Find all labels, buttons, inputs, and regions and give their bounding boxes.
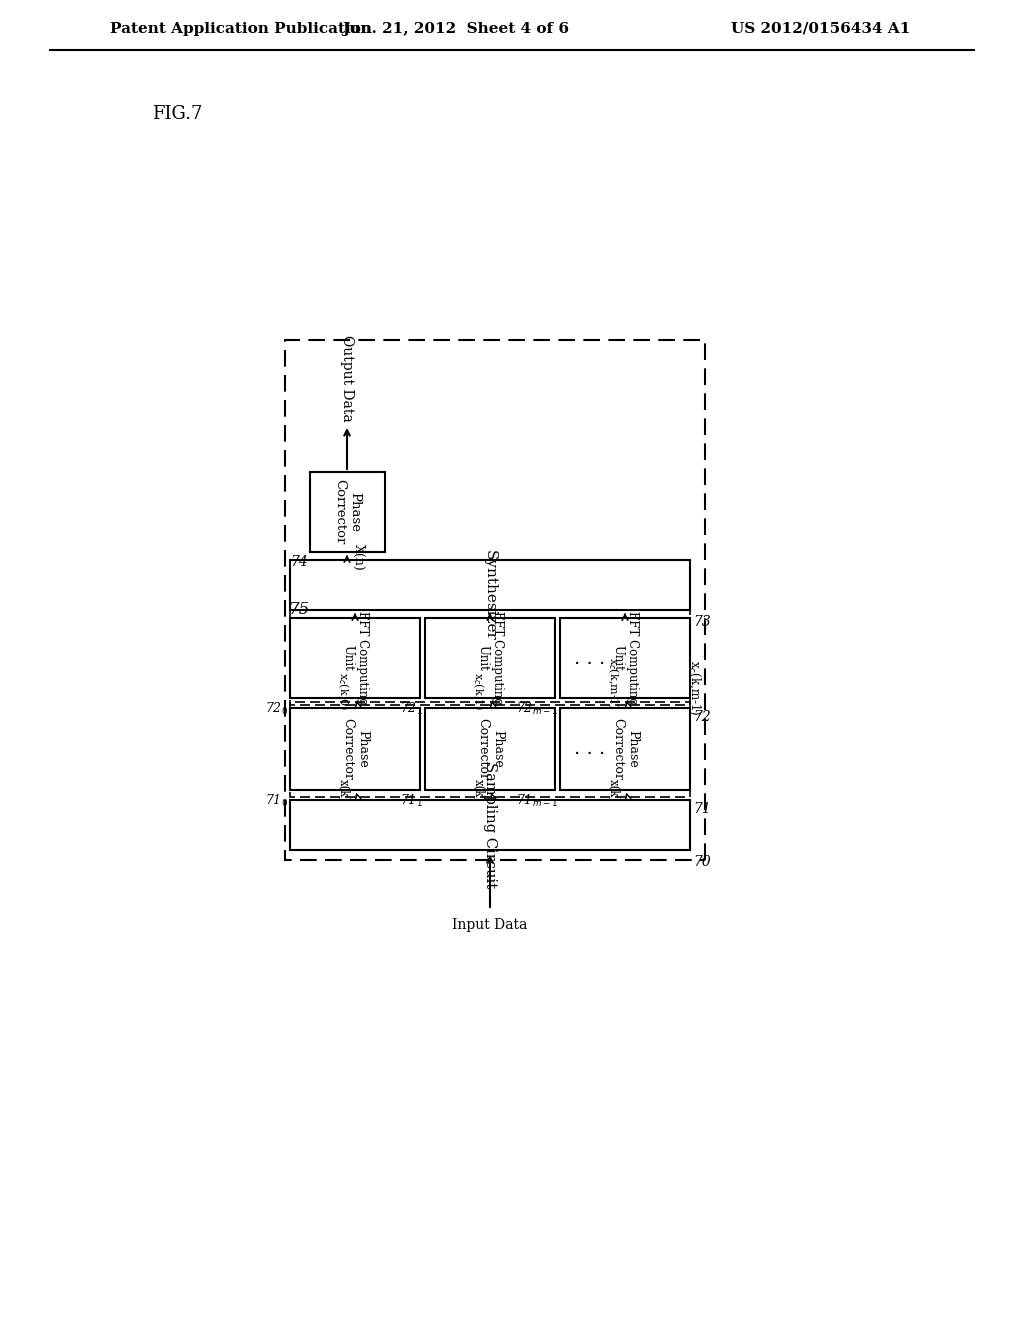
Bar <box>425 618 555 698</box>
Text: Input Data: Input Data <box>453 917 527 932</box>
Bar <box>290 610 690 705</box>
Text: FFT Computing
Unit: FFT Computing Unit <box>341 611 369 705</box>
Text: . . .: . . . <box>574 739 605 759</box>
Bar <box>290 708 420 789</box>
Text: Sampling Circuit: Sampling Circuit <box>483 762 497 888</box>
Bar <box>290 800 690 850</box>
Text: Phase
Corrector: Phase Corrector <box>611 718 639 780</box>
Text: 72$_1$: 72$_1$ <box>400 701 423 717</box>
Bar <box>290 618 420 698</box>
Text: x$_c$(k,m-1): x$_c$(k,m-1) <box>606 657 621 710</box>
Bar <box>560 708 690 789</box>
Text: FIG.7: FIG.7 <box>152 106 203 123</box>
Bar <box>560 618 690 698</box>
Bar <box>310 473 385 552</box>
Text: 72$_{m-1}$: 72$_{m-1}$ <box>516 701 558 717</box>
Text: . . .: . . . <box>574 648 605 668</box>
Bar <box>290 702 690 797</box>
Text: Phase
Corrector: Phase Corrector <box>333 479 361 545</box>
Text: 71$_{m-1}$: 71$_{m-1}$ <box>516 793 558 809</box>
Text: Jun. 21, 2012  Sheet 4 of 6: Jun. 21, 2012 Sheet 4 of 6 <box>342 22 569 36</box>
Text: 71$_1$: 71$_1$ <box>400 793 423 809</box>
Text: Synthesizer: Synthesizer <box>483 549 497 640</box>
Text: x(k): x(k) <box>337 779 349 803</box>
Text: 70: 70 <box>693 855 711 869</box>
Text: X(n): X(n) <box>352 544 365 570</box>
Text: x$_c$(k,0): x$_c$(k,0) <box>336 672 350 710</box>
Bar <box>290 560 690 610</box>
Text: 74: 74 <box>290 554 308 569</box>
Text: 72: 72 <box>693 710 711 723</box>
Bar <box>285 341 705 861</box>
Text: Patent Application Publication: Patent Application Publication <box>110 22 372 36</box>
Text: Phase
Corrector: Phase Corrector <box>341 718 369 780</box>
Text: x(k): x(k) <box>606 779 620 803</box>
Bar <box>425 708 555 789</box>
Text: 75: 75 <box>289 602 310 619</box>
Text: 71: 71 <box>693 803 711 816</box>
Text: x$_c$(k,m-1): x$_c$(k,m-1) <box>687 660 702 715</box>
Text: FFT Computing
Unit: FFT Computing Unit <box>476 611 504 705</box>
Text: Output Data: Output Data <box>340 335 354 422</box>
Text: US 2012/0156434 A1: US 2012/0156434 A1 <box>731 22 910 36</box>
Text: Phase
Corrector: Phase Corrector <box>476 718 504 780</box>
Text: 71$_0$: 71$_0$ <box>265 793 288 809</box>
Text: x(k): x(k) <box>471 779 484 803</box>
Text: 73: 73 <box>693 615 711 630</box>
Text: x$_c$(k,1): x$_c$(k,1) <box>471 672 485 710</box>
Text: FFT Computing
Unit: FFT Computing Unit <box>611 611 639 705</box>
Text: 72$_0$: 72$_0$ <box>265 701 288 717</box>
